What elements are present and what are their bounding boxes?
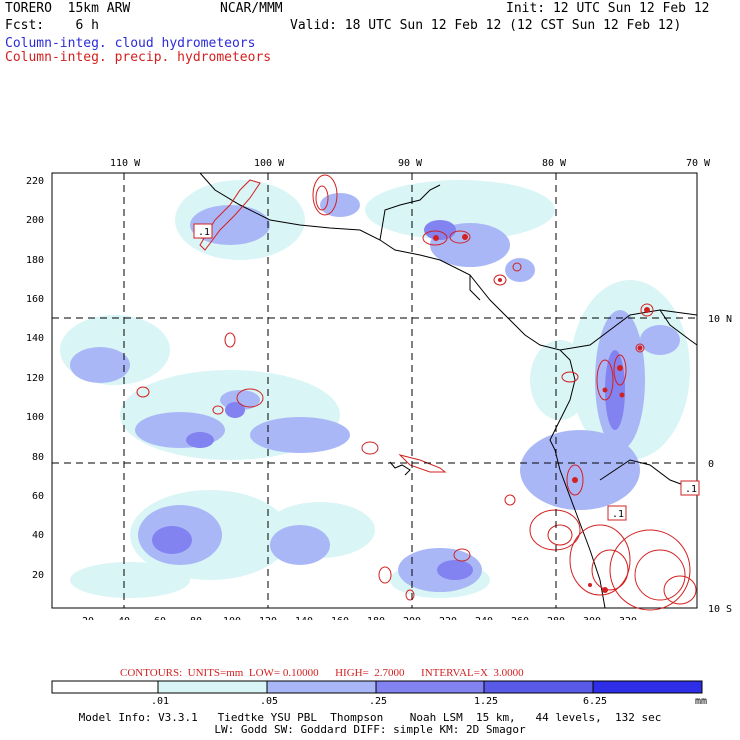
lon-label: 100 W	[254, 158, 285, 169]
svg-text:.1: .1	[685, 484, 697, 495]
x-axis-ticks: 20 40 60 80 100 120 140 160 180 200 220 …	[82, 616, 637, 620]
x-tick: 40	[118, 616, 130, 620]
x-tick: 80	[190, 616, 202, 620]
lon-label: 70 W	[686, 158, 711, 169]
colorbar-bin	[157, 680, 268, 694]
latitude-labels: 10 N 0 10 S	[708, 314, 732, 615]
longitude-labels: 110 W 100 W 90 W 80 W 70 W	[110, 158, 711, 169]
contour-info: CONTOURS: UNITS=mm LOW= 0.10000 HIGH= 2.…	[120, 667, 524, 679]
x-tick: 240	[475, 616, 493, 620]
precip-contours	[136, 174, 697, 611]
x-tick: 220	[439, 616, 457, 620]
x-tick: 260	[511, 616, 529, 620]
colorbar-ticks: .01 .05 .25 1.25 6.25 mm	[151, 696, 707, 707]
lon-label: 90 W	[398, 158, 423, 169]
contour-label-1: .1	[193, 223, 213, 239]
hydrometeor-map: .1 .1 .1 110 W 100 W 90 W 80 W 70 W 10 N…	[26, 158, 732, 620]
cloud-field-title: Column-integ. cloud hydrometeors	[5, 36, 256, 51]
model-info-line2: LW: Godd SW: Goddard DIFF: simple KM: 2D…	[214, 723, 526, 736]
y-tick: 40	[32, 530, 44, 541]
x-tick: 100	[223, 616, 241, 620]
colorbar: .01 .05 .25 1.25 6.25 mm	[51, 680, 707, 707]
valid-time: Valid: 18 UTC Sun 12 Feb 12 (12 CST Sun …	[290, 18, 682, 33]
x-tick: 300	[583, 616, 601, 620]
forecast-hour: Fcst: 6 h	[5, 18, 99, 33]
x-tick: 200	[403, 616, 421, 620]
colorbar-bin	[592, 680, 703, 694]
y-tick: 100	[26, 412, 44, 423]
y-tick: 180	[26, 255, 44, 266]
contour-label-3: .1	[680, 480, 700, 496]
y-tick: 200	[26, 215, 44, 226]
cloud-shading	[60, 180, 690, 598]
y-tick: 80	[32, 452, 44, 463]
y-tick: 120	[26, 373, 44, 384]
model-info-line1: Model Info: V3.3.1 Tiedtke YSU PBL Thomp…	[78, 711, 662, 724]
lon-label: 80 W	[542, 158, 567, 169]
model-title: TORERO 15km ARW	[5, 1, 131, 16]
y-tick: 160	[26, 294, 44, 305]
colorbar-bin	[266, 680, 377, 694]
svg-text:.1: .1	[612, 509, 624, 520]
contour-label-2: .1	[607, 505, 627, 521]
x-tick: 60	[154, 616, 166, 620]
y-tick: 140	[26, 333, 44, 344]
lat-lon-grid	[52, 173, 697, 608]
lat-label: 10 S	[708, 604, 732, 615]
y-tick: 60	[32, 491, 44, 502]
x-tick: 180	[367, 616, 385, 620]
colorbar-bin	[483, 680, 594, 694]
y-tick: 220	[26, 176, 44, 187]
center-label: NCAR/MMM	[220, 1, 283, 16]
y-axis-ticks: 220 200 180 160 140 120 100 80 60 40 20	[26, 176, 44, 581]
lat-label: 0	[708, 459, 714, 470]
x-tick: 120	[259, 616, 277, 620]
colorbar-bin	[375, 680, 485, 694]
colorbar-unit: mm	[695, 696, 707, 707]
colorbar-bin	[51, 680, 159, 694]
precip-cores	[433, 234, 650, 593]
x-tick: 140	[295, 616, 313, 620]
lon-label: 110 W	[110, 158, 141, 169]
x-tick: 280	[547, 616, 565, 620]
x-tick: 160	[331, 616, 349, 620]
init-time: Init: 12 UTC Sun 12 Feb 12	[506, 1, 710, 16]
precip-field-title: Column-integ. precip. hydrometeors	[5, 50, 272, 65]
lat-label: 10 N	[708, 314, 732, 325]
x-tick: 20	[82, 616, 94, 620]
svg-text:.1: .1	[198, 227, 210, 238]
coastlines	[199, 172, 698, 609]
colorbar-tick: .05	[260, 696, 278, 707]
y-tick: 20	[32, 570, 44, 581]
colorbar-tick: .01	[151, 696, 169, 707]
colorbar-tick: 1.25	[474, 696, 498, 707]
colorbar-tick: 6.25	[583, 696, 607, 707]
colorbar-tick: .25	[369, 696, 387, 707]
x-tick: 320	[619, 616, 637, 620]
